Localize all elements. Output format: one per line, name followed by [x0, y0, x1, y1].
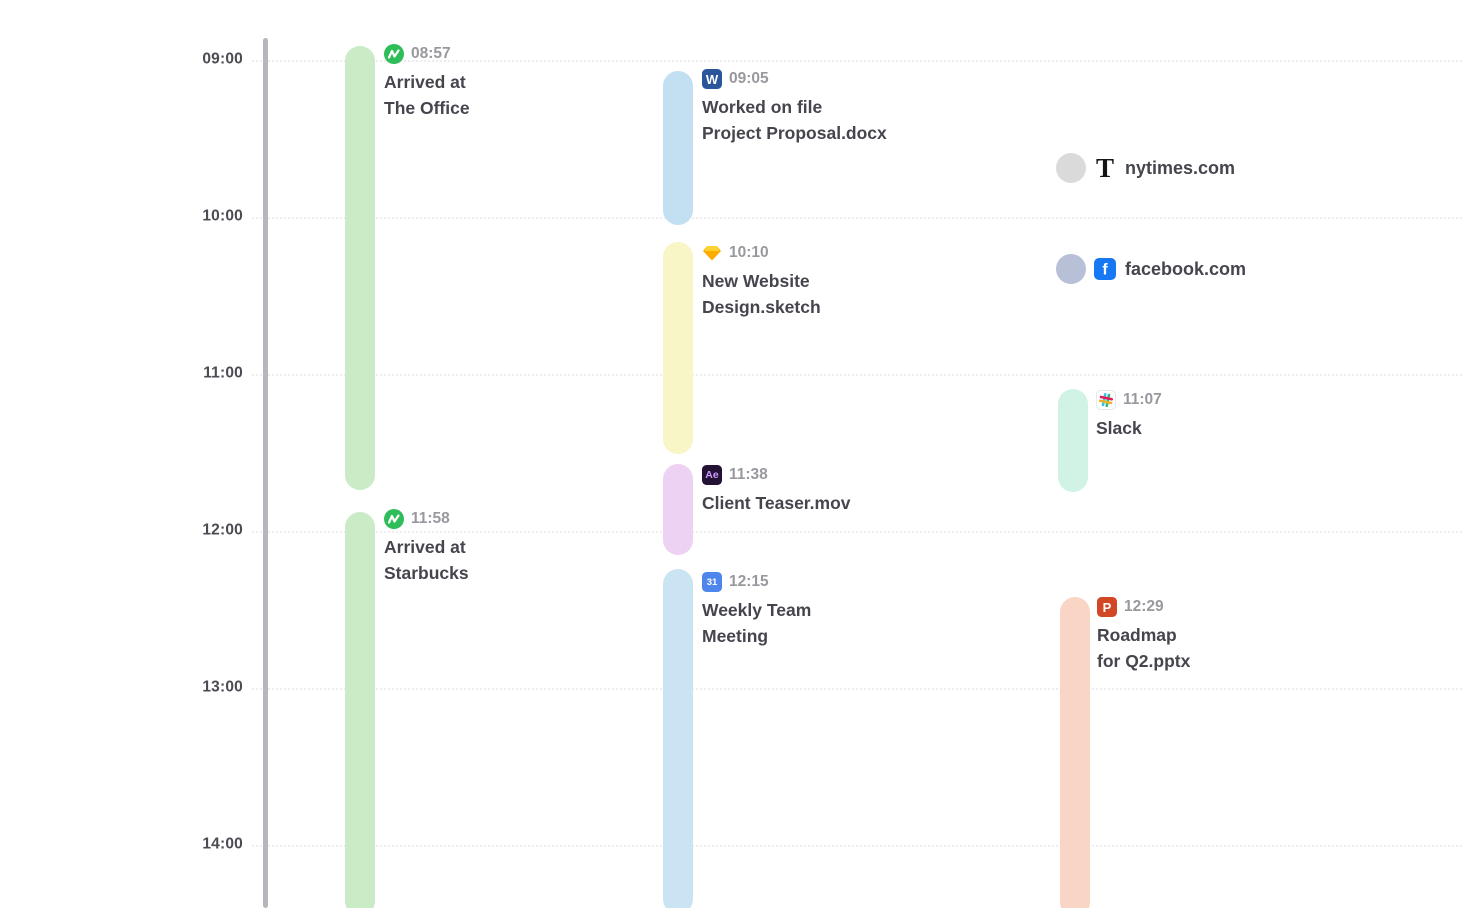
entry-head: 10:10: [702, 242, 962, 264]
entry-title: Slack: [1096, 415, 1356, 441]
entry-roadmap[interactable]: P 12:29 Roadmap for Q2.pptx: [1097, 596, 1357, 674]
word-app-icon: W: [702, 69, 722, 89]
sketch-app-icon: [702, 243, 722, 263]
entry-title: New Website Design.sketch: [702, 268, 962, 320]
calendar-glyph: 31: [706, 576, 718, 588]
activity-bar-slack[interactable]: [1058, 389, 1088, 492]
entry-title-line: Arrived at: [384, 537, 466, 557]
word-glyph: W: [705, 71, 719, 87]
entry-title-line: Slack: [1096, 418, 1142, 438]
hour-label: 09:00: [202, 50, 243, 68]
entry-arrived-starbucks[interactable]: 11:58 Arrived at Starbucks: [384, 508, 644, 586]
entry-title-line: Project Proposal.docx: [702, 123, 887, 143]
entry-nytimes[interactable]: T nytimes.com: [1094, 153, 1235, 183]
hour-gridline: [252, 60, 1462, 62]
entry-title: Weekly Team Meeting: [702, 597, 962, 649]
entry-slack[interactable]: 11:07 Slack: [1096, 389, 1356, 441]
entry-arrived-office[interactable]: 08:57 Arrived at The Office: [384, 43, 644, 121]
activity-dot-nytimes[interactable]: [1056, 153, 1086, 183]
hour-gridline: [252, 217, 1462, 219]
hour-label: 10:00: [202, 207, 243, 225]
hour-label: 13:00: [202, 678, 243, 696]
entry-project-proposal[interactable]: W 09:05 Worked on file Project Proposal.…: [702, 68, 962, 146]
facebook-icon: f: [1094, 258, 1116, 280]
activity-bar-proposal[interactable]: [663, 71, 693, 225]
entry-facebook[interactable]: f facebook.com: [1094, 254, 1246, 284]
facebook-glyph: f: [1102, 261, 1108, 279]
entry-title: Roadmap for Q2.pptx: [1097, 622, 1357, 674]
entry-title-line: Starbucks: [384, 563, 469, 583]
entry-title-line: Worked on file: [702, 97, 823, 117]
entry-head: 11:07: [1096, 389, 1356, 411]
powerpoint-glyph: P: [1102, 599, 1112, 615]
entry-head: P 12:29: [1097, 596, 1357, 618]
entry-head: 31 12:15: [702, 571, 962, 593]
site-label: facebook.com: [1125, 258, 1247, 279]
entry-weekly-meeting[interactable]: 31 12:15 Weekly Team Meeting: [702, 571, 962, 649]
entry-client-teaser[interactable]: Ae 11:38 Client Teaser.mov: [702, 464, 962, 516]
entry-title: Arrived at The Office: [384, 69, 644, 121]
slack-app-icon: [1096, 390, 1116, 410]
entry-head: 08:57: [384, 43, 644, 65]
activity-bar-sketch[interactable]: [663, 242, 693, 454]
entry-title-line: Meeting: [702, 626, 769, 646]
entry-title-line: Weekly Team: [702, 600, 812, 620]
entry-time: 12:15: [729, 573, 769, 590]
hour-gridline: [252, 845, 1462, 847]
entry-head: 11:58: [384, 508, 644, 530]
after-effects-app-icon: Ae: [702, 465, 722, 485]
entry-title-line: for Q2.pptx: [1097, 651, 1191, 671]
entry-time: 11:58: [411, 510, 450, 527]
site-label: nytimes.com: [1125, 157, 1236, 178]
entry-time: 11:38: [729, 466, 768, 483]
nytimes-icon: T: [1095, 153, 1114, 183]
entry-title-line: New Website: [702, 271, 810, 291]
hour-gridline: [252, 688, 1462, 690]
entry-time: 10:10: [729, 244, 769, 261]
entry-title-line: The Office: [384, 98, 470, 118]
hour-gridline: [252, 531, 1462, 533]
activity-bar-starbucks[interactable]: [345, 512, 375, 908]
entry-website-design[interactable]: 10:10 New Website Design.sketch: [702, 242, 962, 320]
powerpoint-app-icon: P: [1097, 597, 1117, 617]
entry-title: Worked on file Project Proposal.docx: [702, 94, 962, 146]
entry-title-line: Design.sketch: [702, 297, 821, 317]
entry-head: W 09:05: [702, 68, 962, 90]
calendar-app-icon: 31: [702, 572, 722, 592]
entry-title: Client Teaser.mov: [702, 490, 962, 516]
moves-app-icon: [384, 44, 404, 64]
entry-title: Arrived at Starbucks: [384, 534, 644, 586]
entry-time: 11:07: [1123, 391, 1162, 408]
moves-app-icon: [384, 509, 404, 529]
activity-dot-facebook[interactable]: [1056, 254, 1086, 284]
time-axis: [263, 38, 268, 908]
after-effects-glyph: Ae: [705, 469, 719, 481]
entry-head: Ae 11:38: [702, 464, 962, 486]
entry-time: 08:57: [411, 45, 451, 62]
activity-bar-office[interactable]: [345, 46, 375, 490]
entry-title-line: Roadmap: [1097, 625, 1177, 645]
hour-label: 11:00: [203, 364, 243, 382]
entry-time: 12:29: [1124, 598, 1164, 615]
hour-gridline: [252, 374, 1462, 376]
hour-label: 14:00: [202, 835, 243, 853]
hour-label: 12:00: [202, 521, 243, 539]
activity-bar-meeting[interactable]: [663, 569, 693, 908]
entry-title-line: Arrived at: [384, 72, 466, 92]
activity-bar-roadmap[interactable]: [1060, 597, 1090, 908]
entry-title-line: Client Teaser.mov: [702, 493, 851, 513]
activity-bar-teaser[interactable]: [663, 464, 693, 555]
entry-time: 09:05: [729, 70, 769, 87]
